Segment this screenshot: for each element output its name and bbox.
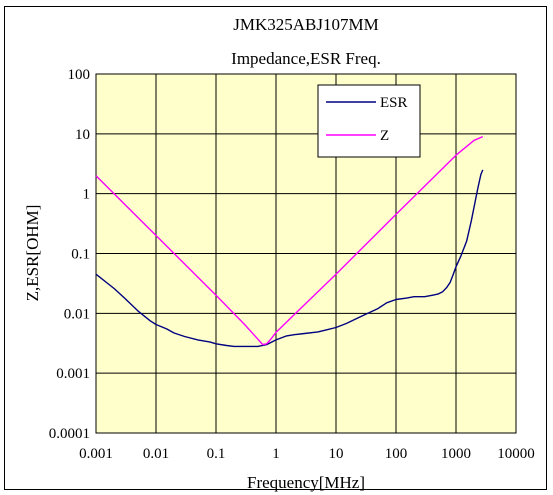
x-tick-label: 0.001: [79, 446, 113, 462]
y-tick-label: 0.1: [71, 247, 90, 263]
x-tick-label: 0.01: [143, 446, 169, 462]
tick-labels: 0.001 0.01 0.1 1 10 100 1000 10000 100 10 1 0.1 0.01…: [49, 67, 535, 462]
series-layer: [95, 135, 484, 348]
y-tick-label: 0.001: [56, 366, 90, 382]
y-tick-label: 100: [68, 67, 91, 83]
legend-label-z: Z: [380, 128, 389, 144]
x-tick-label: 1000: [441, 446, 471, 462]
x-tick-label: 0.1: [207, 446, 226, 462]
x-tick-label: 10: [329, 446, 344, 462]
x-tick-label: 1: [272, 446, 280, 462]
y-axis-label: Z,ESR[OHM]: [23, 205, 42, 302]
chart-title: JMK325ABJ107MM: [233, 15, 378, 34]
series-line-z: [95, 135, 484, 346]
y-tick-label: 0.01: [64, 306, 90, 322]
legend: ESR Z: [317, 84, 421, 158]
x-axis-label: Frequency[MHz]: [247, 473, 365, 492]
legend-label-esr: ESR: [380, 95, 408, 111]
y-tick-label: 0.0001: [49, 426, 90, 442]
chart-subtitle: Impedance,ESR Freq.: [231, 49, 381, 68]
x-tick-label: 10000: [497, 446, 535, 462]
series-line-esr: [95, 169, 484, 348]
x-tick-label: 100: [385, 446, 408, 462]
legend-box: [317, 84, 421, 158]
y-tick-label: 1: [83, 187, 91, 203]
y-tick-label: 10: [75, 127, 90, 143]
